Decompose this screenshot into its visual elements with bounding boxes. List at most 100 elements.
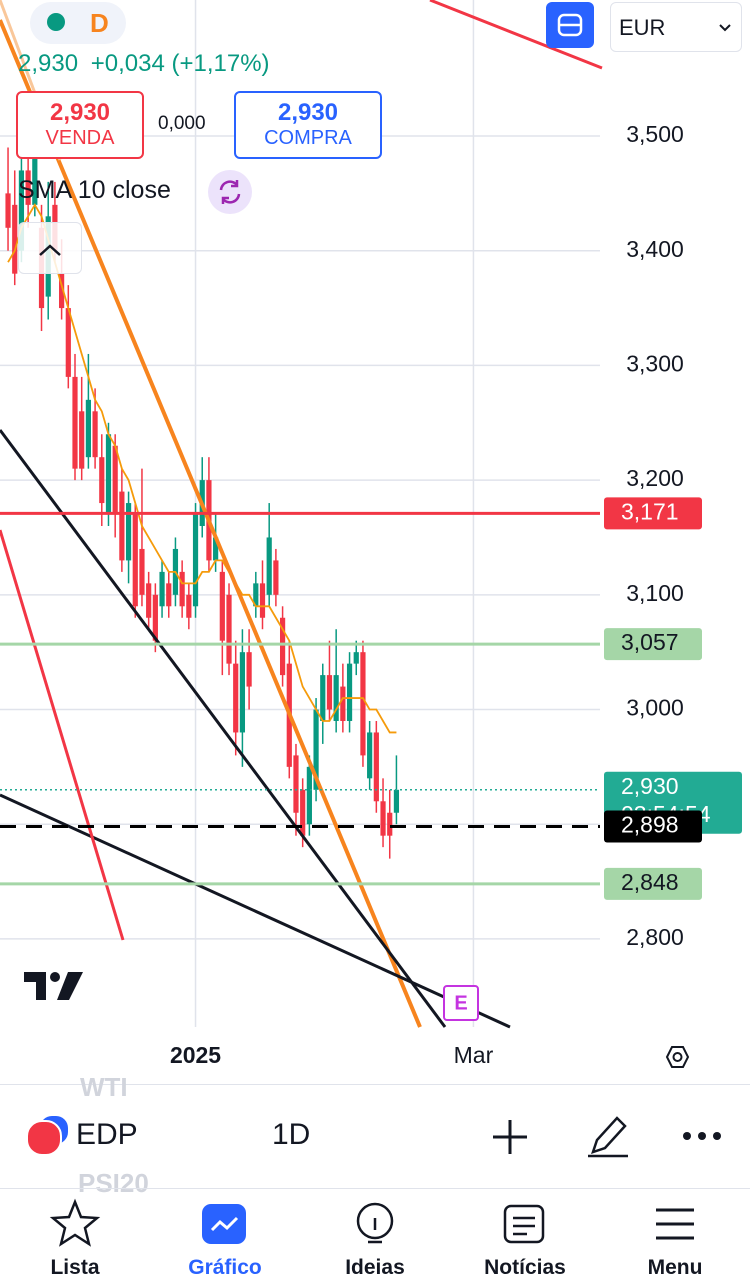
sell-price: 2,930 xyxy=(49,99,111,126)
candle-body xyxy=(99,457,105,504)
x-tick-label: 2025 xyxy=(170,1042,221,1068)
candle-body xyxy=(266,537,272,595)
candle-body xyxy=(273,560,279,595)
candle-body xyxy=(380,801,386,836)
grid: 2,800 3,000 3,100 3,200 3,300 3,400 3,500 2025 M… xyxy=(0,0,684,1068)
candle-body xyxy=(373,732,379,802)
indicator-label: SMA 10 close xyxy=(18,176,171,204)
currency: EUR xyxy=(619,15,666,40)
candle-body xyxy=(300,789,306,836)
divider xyxy=(0,1188,750,1189)
symbol-logo xyxy=(26,1120,62,1156)
menu-icon xyxy=(656,1208,694,1240)
star-icon xyxy=(49,1198,101,1247)
ghost-symbol: PSI20 xyxy=(78,1168,149,1198)
candle-body xyxy=(393,789,400,813)
price-level-label: 2,848 xyxy=(621,869,679,895)
y-tick-label: 3,300 xyxy=(626,351,684,377)
symbol[interactable]: EDP xyxy=(76,1118,138,1151)
candle-body xyxy=(239,652,246,733)
candle-body xyxy=(259,583,266,618)
tab-ideas[interactable]: Ideias xyxy=(300,1190,450,1286)
candle-body xyxy=(186,594,192,618)
candle-body xyxy=(279,617,286,676)
tab-label: Menu xyxy=(647,1256,703,1279)
y-tick-label: 3,100 xyxy=(626,580,684,606)
event-label: E xyxy=(454,992,467,1014)
y-tick-label: 3,200 xyxy=(626,465,684,491)
x-tick-label: Mar xyxy=(454,1042,494,1068)
candle-body xyxy=(25,170,31,205)
sma-line xyxy=(7,203,397,734)
interval[interactable]: 1D xyxy=(272,1118,311,1151)
price-level-badge xyxy=(604,810,702,843)
candle-body xyxy=(213,537,219,561)
dropdown-icon xyxy=(719,24,731,32)
refresh-icon xyxy=(219,180,241,204)
candle-body xyxy=(313,709,319,790)
trend-line xyxy=(0,19,422,1028)
change-percent: (+1,17%) xyxy=(171,50,270,77)
toolbar-icons xyxy=(493,1116,721,1158)
collapse-button[interactable] xyxy=(18,222,82,274)
candle-body xyxy=(293,755,299,813)
candle-body xyxy=(320,675,326,721)
candle-body xyxy=(326,675,333,710)
chevron-up xyxy=(39,244,61,256)
event-marker[interactable] xyxy=(443,985,479,1021)
price-level-label: 3,057 xyxy=(621,629,679,655)
tab-menu[interactable]: Menu xyxy=(600,1190,750,1286)
candle-body xyxy=(233,663,239,733)
sell-label: VENDA xyxy=(45,127,115,149)
news-icon xyxy=(503,1204,545,1244)
price-level-label: 2,930 xyxy=(621,773,679,799)
currency-select[interactable]: EUR xyxy=(610,2,742,52)
candle-body xyxy=(306,766,312,825)
trend-line xyxy=(0,429,447,1028)
chart: 2,800 3,000 3,100 3,200 3,300 3,400 3,500 2025 M… xyxy=(0,0,742,1068)
candle-body xyxy=(226,594,232,664)
candle-body xyxy=(112,445,118,515)
candle-body xyxy=(360,652,366,756)
y-tick-label: 3,400 xyxy=(626,236,684,262)
candle-body xyxy=(146,583,152,618)
price-level-label: 3,171 xyxy=(621,498,679,524)
buy-label: COMPRA xyxy=(264,127,352,149)
indicator-toggle[interactable] xyxy=(208,170,252,214)
tab-news[interactable]: Notícias xyxy=(450,1190,600,1286)
status-pill[interactable] xyxy=(30,2,126,44)
tradingview-logo xyxy=(24,972,83,1000)
candle-body xyxy=(92,411,98,458)
candle-body xyxy=(65,308,71,377)
market-dot xyxy=(47,13,65,31)
settings-icon[interactable] xyxy=(665,1046,690,1068)
candle-body xyxy=(253,583,259,607)
sell-button[interactable]: 2,930 VENDA xyxy=(16,91,144,159)
candle-body xyxy=(32,158,38,205)
trend-line xyxy=(0,793,511,1029)
buy-button[interactable]: 2,930 COMPRA xyxy=(234,91,382,159)
y-tick-label: 3,500 xyxy=(626,121,684,147)
tab-label: Lista xyxy=(50,1256,100,1279)
candle-body xyxy=(159,571,165,607)
more-icon[interactable] xyxy=(683,1132,721,1140)
candle-body xyxy=(12,204,18,274)
candle-body xyxy=(72,376,78,469)
tab-chart[interactable]: Gráfico xyxy=(150,1190,300,1286)
candle-body xyxy=(367,732,373,779)
price-level-badge xyxy=(604,497,702,530)
draw-icon[interactable] xyxy=(588,1116,628,1158)
tab-label: Gráfico xyxy=(188,1256,262,1279)
candle-body xyxy=(125,503,132,561)
buy-price: 2,930 xyxy=(277,99,339,126)
y-tick-label: 2,800 xyxy=(626,924,684,950)
add-icon[interactable] xyxy=(493,1120,527,1154)
candle-body xyxy=(387,812,393,836)
spread: 0,000 xyxy=(158,113,206,134)
tab-list[interactable]: Lista xyxy=(0,1190,150,1286)
candle-body xyxy=(18,170,25,251)
fullscreen-button[interactable] xyxy=(546,2,594,48)
y-tick-label: 3,000 xyxy=(626,695,684,721)
